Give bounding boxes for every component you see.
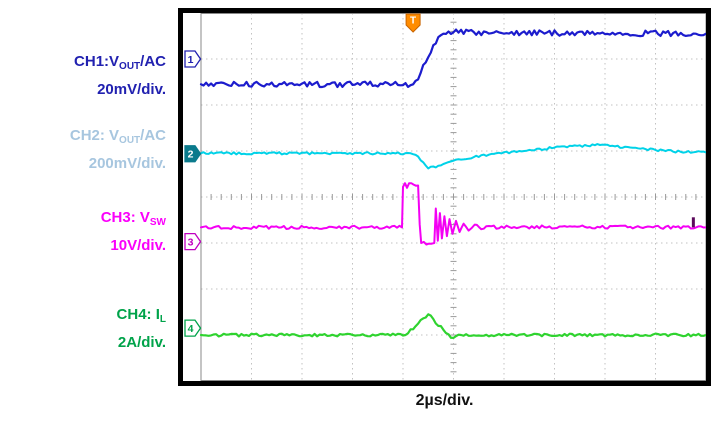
trace-ch4 bbox=[199, 313, 706, 339]
waveform-plot: T 1 2 3 4 bbox=[183, 13, 706, 381]
ch2-scale-line: 200mV/div. bbox=[88, 155, 166, 172]
ch3-name-line: CH3: VSW bbox=[100, 209, 166, 228]
channel-label-column: CH1:VOUT/AC 20mV/div. CH2: VOUT/AC 200mV… bbox=[0, 0, 170, 444]
ch1-scale-line: 20mV/div. bbox=[97, 81, 166, 98]
ch4-scale-line: 2A/div. bbox=[117, 334, 166, 351]
svg-text:2: 2 bbox=[188, 149, 194, 161]
timebase-label: 2µs/div. bbox=[415, 392, 474, 409]
channel-marker-3: 3 bbox=[184, 232, 202, 251]
svg-text:1: 1 bbox=[188, 54, 194, 66]
scope-display: T 1 2 3 4 bbox=[178, 8, 711, 386]
svg-text:4: 4 bbox=[188, 323, 194, 335]
graticule bbox=[200, 13, 706, 381]
channel-marker-4: 4 bbox=[184, 319, 202, 337]
channel-marker-1: 1 bbox=[184, 50, 202, 68]
ch2-name-line: CH2: VOUT/AC bbox=[69, 127, 166, 146]
trace-ch3 bbox=[200, 182, 706, 246]
label-ch4: CH4: IL 2A/div. bbox=[0, 303, 166, 354]
ch4-name-line: CH4: IL bbox=[116, 306, 166, 325]
trigger-position-marker: T bbox=[405, 13, 421, 33]
trace-ch1 bbox=[199, 28, 706, 89]
ch1-name-line: CH1:VOUT/AC bbox=[74, 53, 166, 72]
scope-screen: T 1 2 3 4 bbox=[183, 13, 706, 381]
label-ch2: CH2: VOUT/AC 200mV/div. bbox=[0, 124, 166, 175]
label-ch3: CH3: VSW 10V/div. bbox=[0, 206, 166, 257]
label-ch1: CH1:VOUT/AC 20mV/div. bbox=[0, 50, 166, 101]
ch3-scale-line: 10V/div. bbox=[110, 237, 166, 254]
trace-ch2 bbox=[200, 143, 706, 170]
svg-text:3: 3 bbox=[188, 236, 194, 248]
channel-marker-2: 2 bbox=[184, 145, 202, 163]
ch3-right-tick-marker bbox=[691, 217, 695, 228]
svg-text:T: T bbox=[410, 16, 416, 27]
